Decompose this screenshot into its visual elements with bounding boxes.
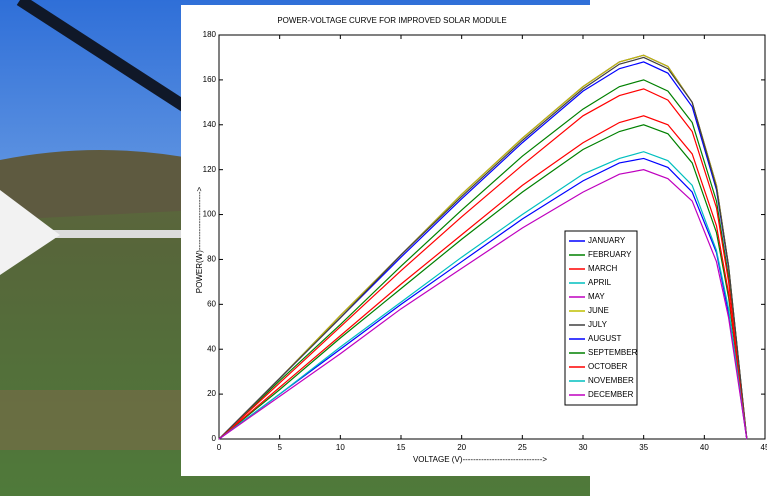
y-tick-label: 40: [207, 344, 216, 353]
x-tick-label: 25: [518, 443, 527, 452]
series-line: [218, 124, 748, 440]
y-tick-label: 60: [207, 299, 216, 308]
series-line: [218, 115, 748, 440]
x-tick-label: 10: [336, 443, 345, 452]
y-axis-label: POWER(W)---------------------->: [195, 186, 204, 293]
legend-label: SEPTEMBER: [588, 348, 638, 357]
y-tick-label: 20: [207, 389, 216, 398]
figure-panel: [181, 5, 767, 476]
plot-area: POWER-VOLTAGE CURVE FOR IMPROVED SOLAR M…: [195, 16, 547, 464]
x-tick-label: 30: [579, 443, 588, 452]
legend-label: MAY: [588, 292, 605, 301]
y-tick-label: 0: [212, 434, 217, 443]
axes-box: [218, 34, 766, 440]
series-line: [218, 56, 748, 440]
legend-label: NOVEMBER: [588, 376, 634, 385]
x-tick-label: 5: [277, 443, 282, 452]
x-axis-label: VOLTAGE (V)-----------------------------…: [413, 455, 547, 464]
x-tick-label: 45: [761, 443, 767, 452]
legend-box: [564, 230, 638, 406]
chart-title: POWER-VOLTAGE CURVE FOR IMPROVED SOLAR M…: [277, 16, 506, 25]
y-tick-label: 100: [203, 210, 217, 219]
x-tick-label: 0: [217, 443, 222, 452]
x-tick-label: 15: [397, 443, 406, 452]
series-line: [218, 79, 748, 440]
x-tick-label: 40: [700, 443, 709, 452]
legend-label: OCTOBER: [588, 362, 628, 371]
legend-label: AUGUST: [588, 334, 621, 343]
series-line: [218, 157, 748, 440]
legend-label: FEBRUARY: [588, 250, 632, 259]
y-tick-label: 80: [207, 255, 216, 264]
series-line: [218, 88, 748, 440]
series-line: [218, 169, 748, 440]
x-tick-label: 35: [639, 443, 648, 452]
y-tick-label: 140: [203, 120, 217, 129]
series-line: [218, 151, 748, 440]
legend-label: DECEMBER: [588, 390, 634, 399]
legend-label: MARCH: [588, 264, 618, 273]
x-tick-label: 20: [457, 443, 466, 452]
legend-label: JULY: [588, 320, 608, 329]
y-tick-label: 160: [203, 75, 217, 84]
y-tick-label: 120: [203, 165, 217, 174]
legend-label: APRIL: [588, 278, 612, 287]
y-tick-label: 180: [203, 30, 217, 39]
legend-label: JUNE: [588, 306, 609, 315]
legend-label: JANUARY: [588, 236, 626, 245]
